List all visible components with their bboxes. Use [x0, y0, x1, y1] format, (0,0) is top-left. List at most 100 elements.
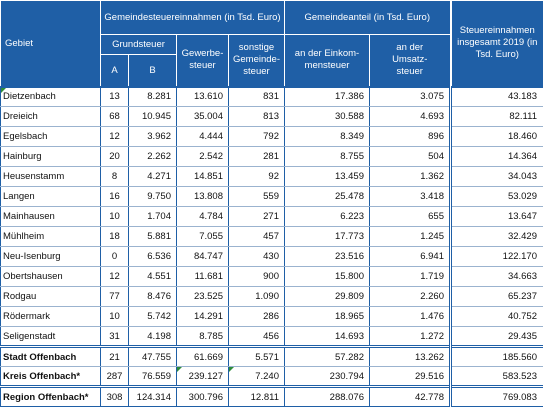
cell-grundsteuer-b: 2.262: [128, 146, 177, 167]
cell-grundsteuer-b: 4.198: [128, 326, 177, 347]
cell-einkommensteuer: 23.516: [284, 246, 370, 267]
cell-grundsteuer-a: 12: [100, 266, 129, 287]
cell-grundsteuer-a: 308: [100, 385, 129, 407]
summary-row-kreis: Kreis Offenbach* 287 76.559 239.127 7.24…: [0, 366, 543, 387]
cell-einkommensteuer: 8.349: [284, 126, 370, 147]
row-name: Dietzenbach: [0, 85, 101, 107]
table-row: Mühlheim 18 5.881 7.055 457 17.773 1.245…: [0, 226, 543, 247]
table-row: Neu-Isenburg 0 6.536 84.747 430 23.516 6…: [0, 246, 543, 267]
cell-total: 185.560: [449, 345, 543, 367]
header-gemeindesteuer: Gemeindesteuereinnahmen (in Tsd. Euro): [100, 0, 285, 35]
cell-sonstige: 457: [228, 226, 285, 247]
row-name: Mühlheim: [0, 226, 101, 247]
cell-sonstige: 12.811: [228, 385, 285, 407]
cell-total: 40.752: [449, 306, 543, 327]
cell-grundsteuer-a: 287: [100, 366, 129, 387]
table-row: Mainhausen 10 1.704 4.784 271 6.223 655 …: [0, 206, 543, 227]
cell-gewerbesteuer: 13.610: [176, 85, 229, 107]
cell-grundsteuer-b: 8.476: [128, 286, 177, 307]
table-row: Heusenstamm 8 4.271 14.851 92 13.459 1.3…: [0, 166, 543, 187]
cell-total: 14.364: [449, 146, 543, 167]
cell-gewerbesteuer: 35.004: [176, 106, 229, 127]
header-umsatzsteuer: an der Umsatz-steuer: [369, 34, 451, 87]
row-name: Hainburg: [0, 146, 101, 167]
cell-grundsteuer-b: 124.314: [128, 385, 177, 407]
cell-grundsteuer-b: 4.271: [128, 166, 177, 187]
cell-grundsteuer-a: 18: [100, 226, 129, 247]
cell-grundsteuer-a: 0: [100, 246, 129, 267]
cell-umsatzsteuer: 896: [369, 126, 451, 147]
cell-grundsteuer-b: 6.536: [128, 246, 177, 267]
cell-grundsteuer-b: 1.704: [128, 206, 177, 227]
cell-einkommensteuer: 30.588: [284, 106, 370, 127]
cell-gewerbesteuer: 61.669: [176, 345, 229, 367]
header-total: Steuereinnahmen insgesamt 2019 (in Tsd. …: [449, 0, 543, 87]
header-gemeindeanteil: Gemeindeanteil (in Tsd. Euro): [284, 0, 451, 35]
cell-grundsteuer-a: 77: [100, 286, 129, 307]
cell-grundsteuer-a: 31: [100, 326, 129, 347]
cell-gewerbesteuer: 14.851: [176, 166, 229, 187]
row-name: Obertshausen: [0, 266, 101, 287]
cell-einkommensteuer: 14.693: [284, 326, 370, 347]
cell-gewerbesteuer: 239.127: [176, 366, 229, 387]
cell-einkommensteuer: 57.282: [284, 345, 370, 367]
header-gewerbesteuer: Gewerbe-steuer: [176, 34, 229, 87]
cell-einkommensteuer: 29.809: [284, 286, 370, 307]
table-row: Dreieich 68 10.945 35.004 813 30.588 4.6…: [0, 106, 543, 127]
cell-gewerbesteuer: 2.542: [176, 146, 229, 167]
cell-grundsteuer-a: 8: [100, 166, 129, 187]
table-row: Rodgau 77 8.476 23.525 1.090 29.809 2.26…: [0, 286, 543, 307]
row-name: Mainhausen: [0, 206, 101, 227]
cell-total: 82.111: [449, 106, 543, 127]
cell-grundsteuer-b: 9.750: [128, 186, 177, 207]
cell-umsatzsteuer: 4.693: [369, 106, 451, 127]
cell-sonstige: 430: [228, 246, 285, 267]
cell-gewerbesteuer: 14.291: [176, 306, 229, 327]
cell-gewerbesteuer: 8.785: [176, 326, 229, 347]
cell-gewerbesteuer: 23.525: [176, 286, 229, 307]
cell-grundsteuer-a: 12: [100, 126, 129, 147]
cell-grundsteuer-a: 13: [100, 85, 129, 107]
row-name: Rödermark: [0, 306, 101, 327]
cell-einkommensteuer: 230.794: [284, 366, 370, 387]
cell-umsatzsteuer: 3.418: [369, 186, 451, 207]
cell-umsatzsteuer: 1.476: [369, 306, 451, 327]
header-grundsteuer-a: A: [100, 54, 129, 87]
cell-grundsteuer-b: 3.962: [128, 126, 177, 147]
cell-sonstige: 271: [228, 206, 285, 227]
cell-grundsteuer-b: 10.945: [128, 106, 177, 127]
header-grundsteuer: Grundsteuer: [100, 34, 177, 55]
cell-einkommensteuer: 288.076: [284, 385, 370, 407]
row-name: Rodgau: [0, 286, 101, 307]
cell-einkommensteuer: 15.800: [284, 266, 370, 287]
cell-total: 769.083: [449, 385, 543, 407]
cell-umsatzsteuer: 2.260: [369, 286, 451, 307]
cell-einkommensteuer: 17.773: [284, 226, 370, 247]
cell-umsatzsteuer: 504: [369, 146, 451, 167]
table-row: Rödermark 10 5.742 14.291 286 18.965 1.4…: [0, 306, 543, 327]
cell-total: 43.183: [449, 85, 543, 107]
cell-umsatzsteuer: 42.778: [369, 385, 451, 407]
cell-grundsteuer-a: 68: [100, 106, 129, 127]
cell-sonstige: 281: [228, 146, 285, 167]
cell-umsatzsteuer: 29.516: [369, 366, 451, 387]
cell-gewerbesteuer: 7.055: [176, 226, 229, 247]
summary-row-region: Region Offenbach* 308 124.314 300.796 12…: [0, 385, 543, 407]
cell-gewerbesteuer: 300.796: [176, 385, 229, 407]
cell-total: 34.663: [449, 266, 543, 287]
table-row: Obertshausen 12 4.551 11.681 900 15.800 …: [0, 266, 543, 287]
row-name: Egelsbach: [0, 126, 101, 147]
cell-gewerbesteuer: 84.747: [176, 246, 229, 267]
cell-total: 53.029: [449, 186, 543, 207]
table-row: Langen 16 9.750 13.808 559 25.478 3.418 …: [0, 186, 543, 207]
cell-grundsteuer-b: 5.742: [128, 306, 177, 327]
table-row: Egelsbach 12 3.962 4.444 792 8.349 896 1…: [0, 126, 543, 147]
cell-grundsteuer-b: 8.281: [128, 85, 177, 107]
cell-gewerbesteuer: 11.681: [176, 266, 229, 287]
cell-total: 34.043: [449, 166, 543, 187]
cell-total: 122.170: [449, 246, 543, 267]
cell-grundsteuer-a: 20: [100, 146, 129, 167]
cell-total: 13.647: [449, 206, 543, 227]
cell-umsatzsteuer: 1.719: [369, 266, 451, 287]
cell-einkommensteuer: 17.386: [284, 85, 370, 107]
